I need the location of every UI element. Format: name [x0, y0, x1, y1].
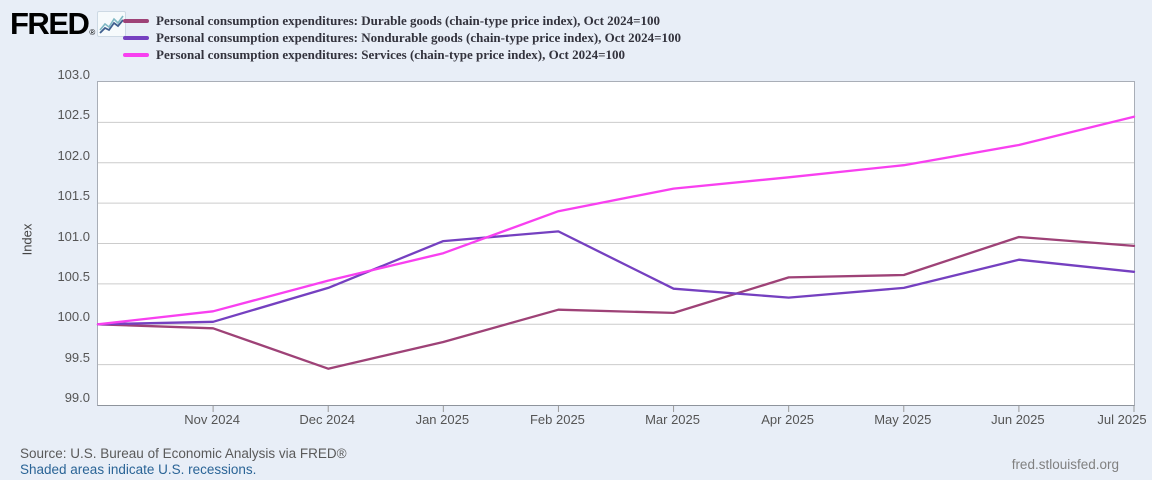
plot-area[interactable]: [96, 81, 1136, 412]
line-chart: [96, 115, 1136, 412]
site-watermark: fred.stlouisfed.org: [1011, 457, 1119, 472]
legend-label: Personal consumption expenditures: Servi…: [156, 46, 625, 62]
x-tick-label: May 2025: [874, 412, 932, 427]
y-axis-title: Index: [19, 223, 35, 256]
y-tick-label: 102.0: [57, 147, 90, 163]
y-tick-label: 99.5: [64, 349, 90, 365]
legend: Personal consumption expenditures: Durab…: [123, 12, 681, 63]
legend-label: Personal consumption expenditures: Nondu…: [156, 29, 682, 45]
legend-item-nondurable-goods[interactable]: Personal consumption expenditures: Nondu…: [123, 29, 681, 46]
x-tick-label: Jun 2025: [991, 412, 1045, 427]
series-line[interactable]: [96, 235, 1136, 370]
y-tick-label: 101.5: [57, 188, 90, 204]
nondurable-goods-swatch-icon: [123, 35, 149, 40]
fred-logo-text: FRED: [10, 6, 90, 41]
y-tick-label: 100.0: [57, 309, 90, 325]
x-tick-label: Jan 2025: [415, 412, 470, 427]
legend-item-durable-goods[interactable]: Personal consumption expenditures: Durab…: [123, 12, 681, 29]
fred-logo[interactable]: FRED ®: [10, 6, 127, 41]
series-line[interactable]: [96, 115, 1136, 326]
x-tick-label: Feb 2025: [529, 412, 585, 427]
y-tick-label: 102.5: [57, 107, 90, 123]
y-tick-label: 99.0: [64, 390, 90, 405]
y-tick-label: 103.0: [57, 67, 90, 82]
services-swatch-icon: [123, 52, 149, 57]
registered-mark: ®: [89, 28, 96, 37]
series-line[interactable]: [96, 230, 1136, 326]
recessions-link[interactable]: Shaded areas indicate U.S. recessions.: [20, 462, 257, 477]
legend-item-services[interactable]: Personal consumption expenditures: Servi…: [123, 46, 681, 63]
x-tick-label: Nov 2024: [184, 412, 240, 427]
x-tick-label: Jul 2025: [1097, 412, 1147, 427]
source-text: Source: U.S. Bureau of Economic Analysis…: [20, 446, 347, 461]
x-tick-label: Apr 2025: [761, 412, 815, 427]
durable-goods-swatch-icon: [123, 18, 149, 23]
y-tick-label: 101.0: [57, 228, 90, 244]
legend-label: Personal consumption expenditures: Durab…: [156, 12, 661, 28]
x-tick-label: Mar 2025: [645, 412, 700, 427]
y-tick-label: 100.5: [57, 268, 90, 284]
fred-sparkline-icon: [97, 11, 127, 37]
x-tick-label: Dec 2024: [299, 412, 356, 427]
